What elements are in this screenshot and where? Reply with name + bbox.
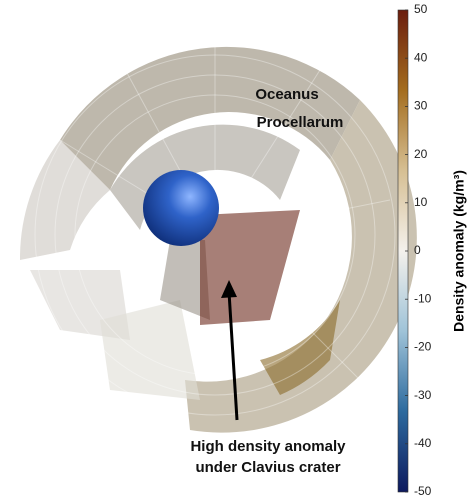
annotation: High density anomaly <box>190 438 346 455</box>
chart: Oceanus Procellarum High density anomaly… <box>0 0 470 501</box>
tick-label: 20 <box>414 147 428 161</box>
tick-label: -30 <box>414 388 432 402</box>
tick-label: 50 <box>414 2 428 16</box>
tick-label: 40 <box>414 50 428 64</box>
moon-shell <box>20 40 417 433</box>
tick-label: -40 <box>414 436 432 450</box>
tick-label: -10 <box>414 291 432 305</box>
annotation: Procellarum <box>257 114 344 131</box>
tick-label: 30 <box>414 99 428 113</box>
tick-label: -50 <box>414 484 432 498</box>
tick-label: -20 <box>414 340 432 354</box>
annotation: under Clavius crater <box>195 459 340 476</box>
tick-label: 0 <box>414 243 421 257</box>
annotation: Oceanus <box>255 86 318 103</box>
colorbar-label: Density anomaly (kg/m³) <box>451 170 467 332</box>
tick-label: 10 <box>414 195 428 209</box>
page: {"chart_data": {"type": "colorbar", "ann… <box>0 0 470 501</box>
